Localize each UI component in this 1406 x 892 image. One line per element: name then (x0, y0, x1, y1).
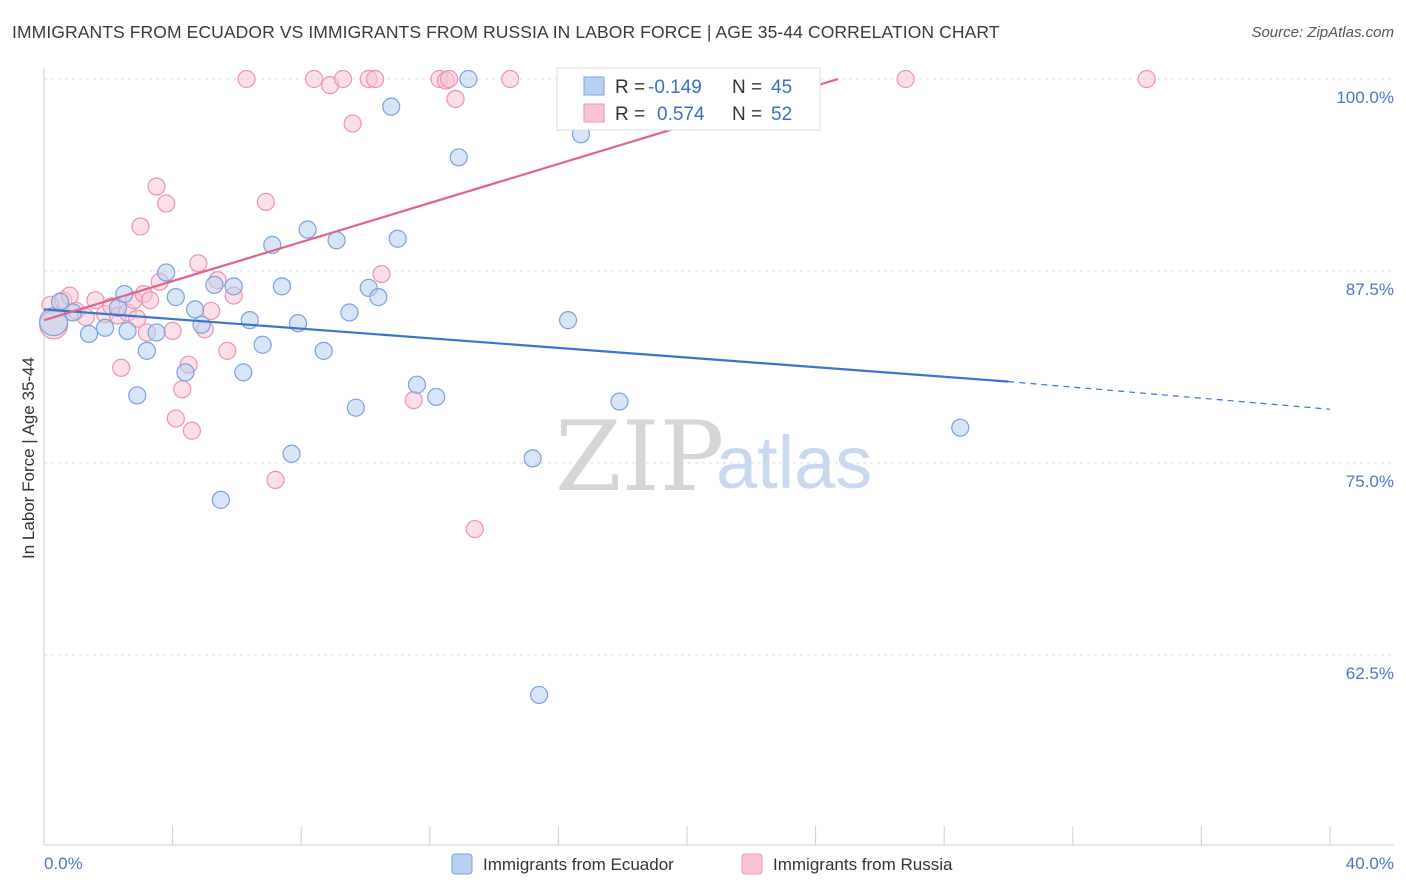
ecuador-point-28 (327, 231, 346, 250)
ecuador-point-17 (211, 490, 230, 509)
russia-point-10 (112, 358, 131, 377)
ecuador-point-26 (298, 220, 317, 239)
ecuador-point-30 (346, 398, 365, 417)
stats-russia-r-value: 0.574 (657, 104, 705, 125)
watermark-zip: ZIP (555, 401, 724, 513)
ecuador-point-40 (558, 311, 578, 330)
ecuador-point-13 (176, 363, 195, 382)
y-tick-labels: 62.5% 75.0% 87.5% 100.0% (1336, 88, 1394, 683)
ecuador-point-16 (205, 275, 224, 294)
ecuador-point-7 (118, 321, 137, 341)
stats-ecuador-n-label: N = (732, 77, 762, 98)
ecuador-point-44 (530, 685, 549, 705)
russia-point-13 (128, 309, 147, 328)
ecuador-point-35 (407, 375, 427, 394)
ecuador-point-12 (166, 288, 185, 307)
ecuador-point-27 (314, 341, 333, 360)
ecuador-point-39 (523, 449, 542, 468)
chart-title: IMMIGRANTS FROM ECUADOR VS IMMIGRANTS FR… (12, 22, 1000, 42)
russia-point-22 (166, 409, 185, 428)
russia-point-40 (366, 69, 385, 89)
ecuador-point-9 (137, 341, 156, 360)
ecuador-point-34 (388, 229, 407, 248)
russia-point-37 (333, 69, 353, 89)
russia-point-30 (218, 341, 237, 360)
axes-layer (43, 68, 1394, 846)
ecuador-point-21 (253, 335, 272, 354)
ecuador-point-19 (234, 363, 253, 382)
russia-point-35 (304, 69, 324, 89)
russia-point-41 (372, 264, 391, 284)
russia-point-25 (182, 421, 201, 440)
russia-point-20 (157, 194, 176, 213)
russia-point-26 (189, 254, 208, 273)
ecuador-point-42 (610, 392, 629, 411)
russia-point-51 (1137, 69, 1156, 89)
stats-ecuador-n-value: 45 (771, 77, 792, 98)
stats-russia-n-label: N = (732, 104, 762, 125)
stats-russia-n-value: 52 (771, 104, 792, 125)
ecuador-point-10 (147, 323, 166, 342)
x-tick-label-max: 40.0% (1346, 854, 1394, 873)
russia-point-6 (86, 291, 105, 310)
russia-point-46 (446, 89, 465, 109)
ecuador-point-8 (128, 386, 147, 405)
ecuador-point-36 (427, 387, 446, 407)
ecuador-point-43 (951, 418, 970, 437)
russia-point-45 (439, 69, 459, 89)
russia-point-23 (173, 380, 192, 399)
y-tick-label-3: 100.0% (1336, 88, 1394, 107)
stats-swatch-russia (583, 103, 605, 123)
y-tick-label-1: 75.0% (1346, 472, 1394, 491)
legend-label-ecuador: Immigrants from Ecuador (483, 855, 674, 874)
russia-point-14 (131, 217, 150, 236)
stats-swatch-ecuador (583, 76, 605, 96)
russia-point-32 (237, 69, 256, 89)
y-axis-label: In Labor Force | Age 35-44 (19, 357, 38, 559)
trendline-ecuador-dashed (1008, 380, 1331, 410)
legend: Immigrants from Ecuador Immigrants from … (451, 853, 953, 875)
russia-point-42 (404, 390, 423, 410)
watermark-atlas: atlas (716, 421, 872, 504)
ecuador-point-38 (459, 69, 478, 89)
ecuador-point-33 (382, 97, 401, 116)
ecuador-point-4 (95, 318, 115, 337)
ecuador-point-32 (369, 288, 388, 307)
russia-point-21 (163, 321, 182, 341)
russia-point-38 (343, 114, 362, 133)
ecuador-point-18 (224, 277, 243, 296)
ecuador-point-15 (192, 315, 211, 334)
ecuador-point-29 (340, 303, 359, 322)
russia-point-33 (256, 192, 275, 211)
x-tick-label-min: 0.0% (44, 854, 83, 873)
ecuador-point-14 (186, 300, 205, 319)
russia-point-50 (896, 69, 915, 89)
stats-ecuador-r-value: -0.149 (648, 77, 702, 98)
russia-point-47 (465, 519, 484, 539)
russia-point-17 (140, 291, 160, 310)
y-tick-label-2: 87.5% (1346, 280, 1394, 299)
ecuador-point-37 (449, 148, 468, 167)
stats-ecuador-r-label: R = (615, 77, 645, 98)
russia-point-48 (501, 69, 520, 89)
stats-russia-r-label: R = (615, 104, 645, 125)
russia-point-34 (266, 470, 285, 489)
ecuador-point-23 (272, 277, 292, 296)
watermark: ZIP atlas (555, 401, 872, 513)
ecuador-point-11 (157, 263, 176, 282)
legend-label-russia: Immigrants from Russia (773, 855, 953, 874)
source-label: Source: ZipAtlas.com (1251, 24, 1394, 41)
legend-swatch-russia (741, 853, 763, 875)
legend-swatch-ecuador (451, 853, 473, 875)
trendline-ecuador-solid (43, 308, 1009, 383)
stats-box: R = -0.149 N = 45 R = 0.574 N = 52 (556, 67, 821, 131)
y-tick-label-0: 62.5% (1346, 664, 1394, 683)
russia-point-18 (147, 177, 166, 196)
ecuador-point-24 (282, 444, 301, 463)
ecuador-point-3 (79, 324, 99, 344)
